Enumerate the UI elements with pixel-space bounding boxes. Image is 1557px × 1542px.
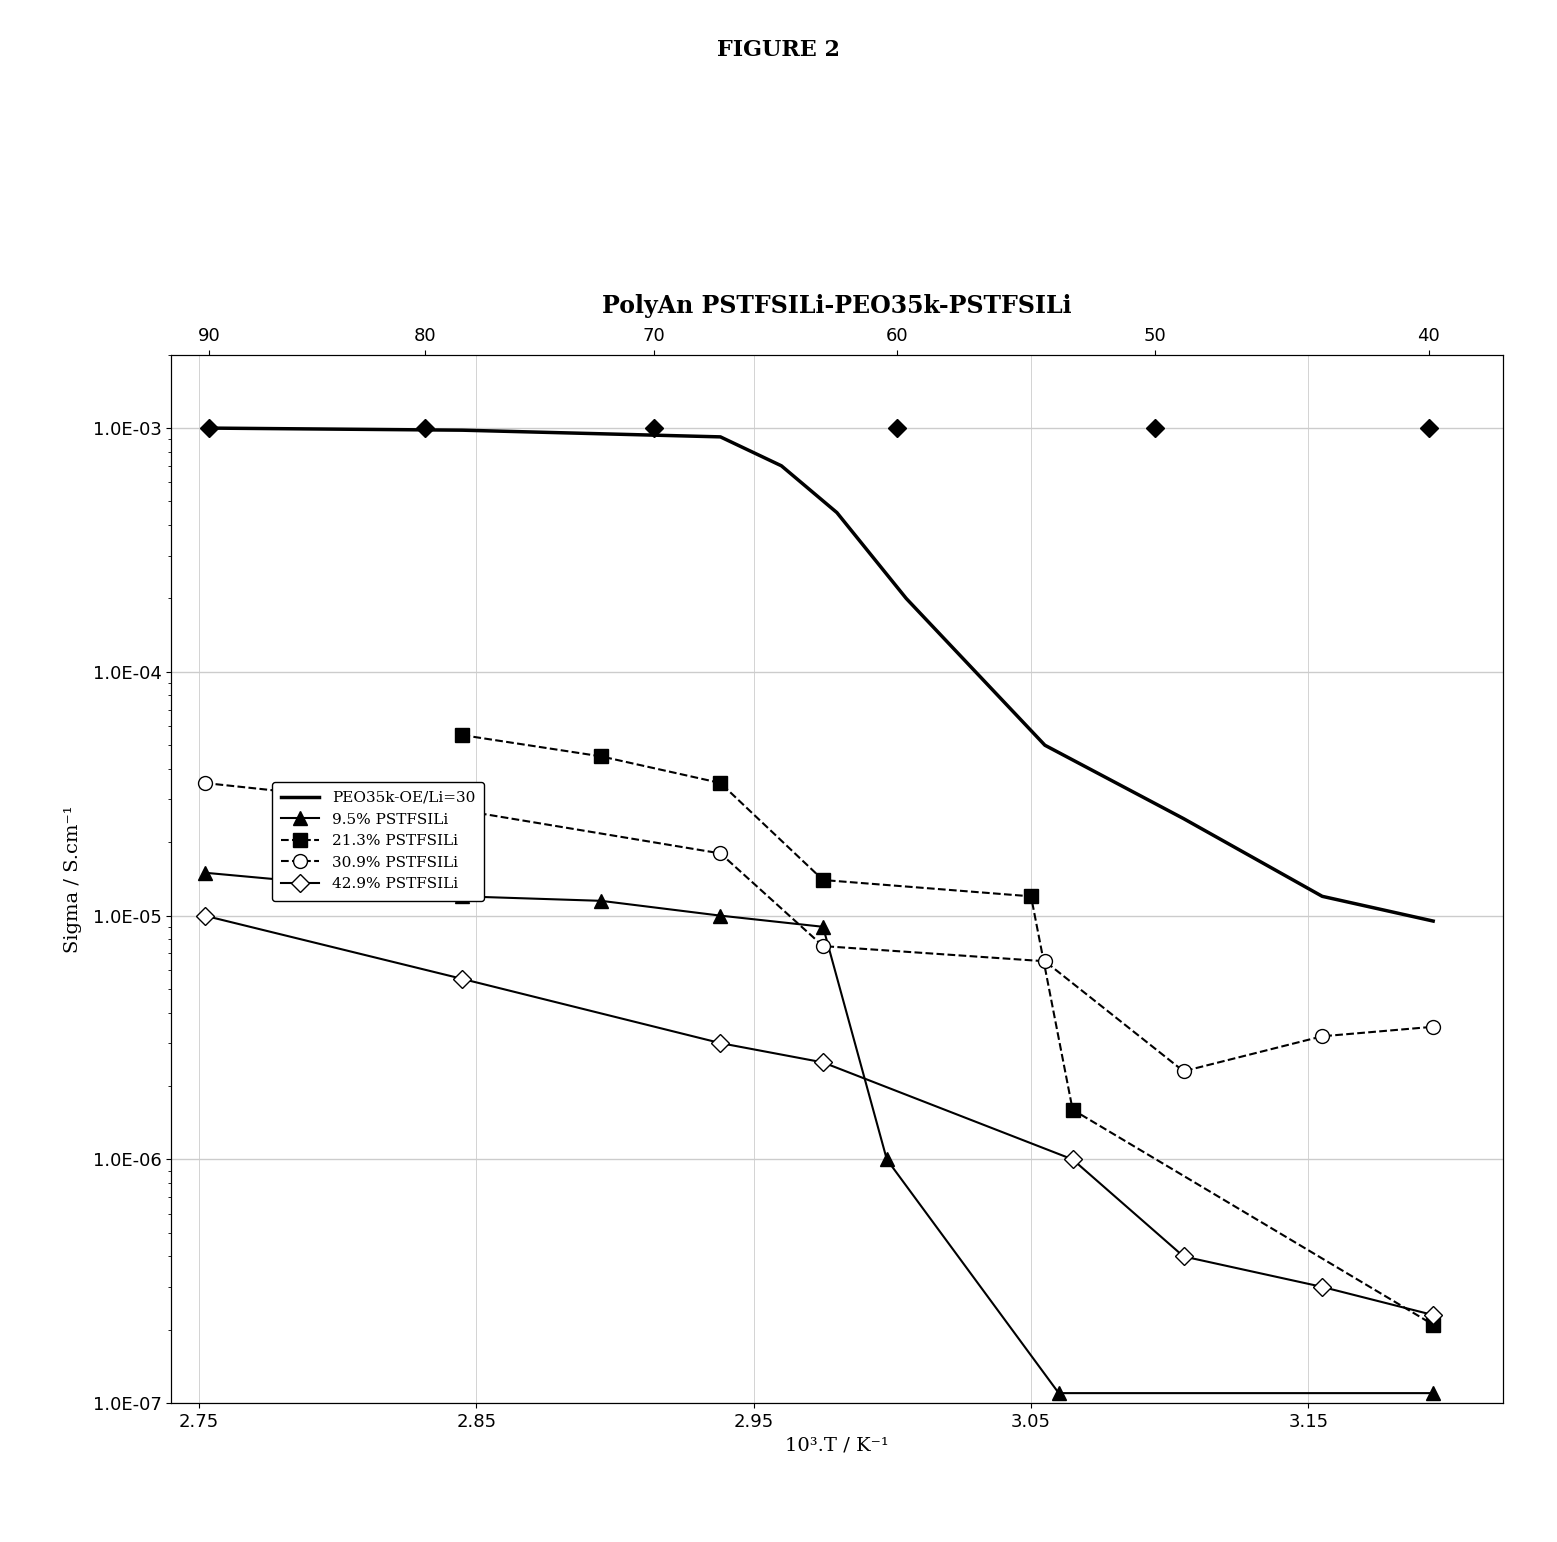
30.9% PSTFSILi [195,774,213,793]
30.9% PSTFSILi [1174,1062,1193,1081]
30.9% PSTFSILi [453,802,472,820]
42.9% PSTFSILi [195,907,213,925]
9.5% PSTFSILi [712,907,730,925]
PEO35k-OE/Li=30 [1423,911,1442,930]
9.5% PSTFSILi [878,1150,897,1169]
Text: FIGURE 2: FIGURE 2 [718,39,839,60]
PEO35k-OE/Li=30 [897,589,916,608]
42.9% PSTFSILi [1063,1150,1082,1169]
21.3% PSTFSILi [712,774,730,793]
30.9% PSTFSILi [814,938,833,956]
Line: 30.9% PSTFSILi: 30.9% PSTFSILi [198,776,1440,1078]
PEO35k-OE/Li=30 [1035,736,1054,754]
21.3% PSTFSILi [814,871,833,890]
9.5% PSTFSILi [1049,1383,1068,1402]
PEO35k-OE/Li=30 [772,456,791,475]
21.3% PSTFSILi [1063,1101,1082,1119]
Line: 21.3% PSTFSILi: 21.3% PSTFSILi [456,728,1440,1332]
PEO35k-OE/Li=30 [1174,810,1193,828]
PEO35k-OE/Li=30 [828,503,847,521]
9.5% PSTFSILi [1423,1383,1442,1402]
42.9% PSTFSILi [712,1033,730,1052]
9.5% PSTFSILi [453,887,472,905]
42.9% PSTFSILi [1423,1306,1442,1325]
PEO35k-OE/Li=30 [1313,887,1331,905]
30.9% PSTFSILi [712,843,730,862]
21.3% PSTFSILi [1021,887,1040,905]
PEO35k-OE/Li=30 [712,427,730,446]
PEO35k-OE/Li=30 [195,419,213,438]
42.9% PSTFSILi [1313,1278,1331,1297]
Legend: PEO35k-OE/Li=30, 9.5% PSTFSILi, 21.3% PSTFSILi, 30.9% PSTFSILi, 42.9% PSTFSILi: PEO35k-OE/Li=30, 9.5% PSTFSILi, 21.3% PS… [272,782,484,901]
42.9% PSTFSILi [1174,1247,1193,1266]
9.5% PSTFSILi [195,864,213,882]
42.9% PSTFSILi [453,970,472,988]
9.5% PSTFSILi [814,917,833,936]
21.3% PSTFSILi [1423,1315,1442,1334]
9.5% PSTFSILi [592,891,610,910]
Title: PolyAn PSTFSILi-PEO35k-PSTFSILi: PolyAn PSTFSILi-PEO35k-PSTFSILi [603,295,1071,318]
42.9% PSTFSILi [814,1053,833,1072]
30.9% PSTFSILi [1035,951,1054,970]
Line: PEO35k-OE/Li=30: PEO35k-OE/Li=30 [204,429,1432,921]
21.3% PSTFSILi [592,748,610,766]
Line: 9.5% PSTFSILi: 9.5% PSTFSILi [198,865,1440,1400]
Y-axis label: Sigma / S.cm⁻¹: Sigma / S.cm⁻¹ [64,805,81,953]
30.9% PSTFSILi [1423,1018,1442,1036]
21.3% PSTFSILi [453,726,472,745]
30.9% PSTFSILi [1313,1027,1331,1045]
PEO35k-OE/Li=30 [453,421,472,439]
Line: 42.9% PSTFSILi: 42.9% PSTFSILi [198,910,1439,1321]
X-axis label: 10³.T / K⁻¹: 10³.T / K⁻¹ [785,1437,889,1454]
